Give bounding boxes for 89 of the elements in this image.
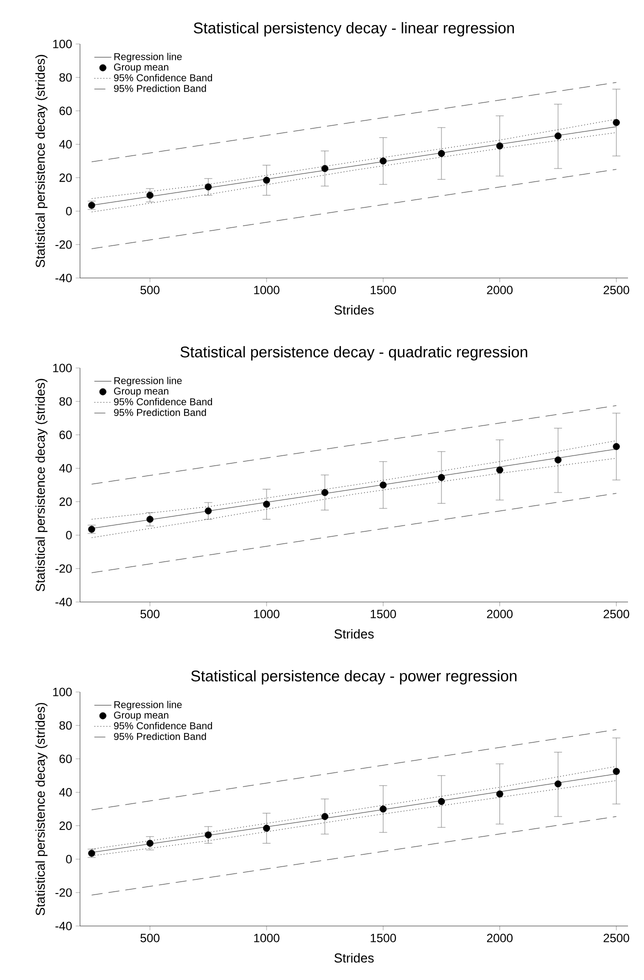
point: [612, 443, 620, 450]
legend-label: Group mean: [114, 64, 168, 73]
point: [204, 183, 212, 190]
y-tick-label: 100: [53, 364, 72, 372]
x-tick-label: 2500: [604, 286, 630, 294]
x-tick-label: 1500: [370, 286, 396, 294]
legend-label: Group mean: [114, 712, 168, 721]
legend-label: 95% Prediction Band: [114, 408, 206, 416]
point: [380, 157, 387, 164]
point: [146, 516, 154, 523]
x-tick-label: 2000: [487, 610, 513, 618]
x-tick-label: 1000: [254, 934, 280, 942]
point: [496, 142, 504, 150]
x-tick-label: 500: [140, 286, 160, 294]
y-tick-label: 20: [60, 821, 72, 830]
point: [438, 474, 445, 481]
x-tick-label: 500: [140, 610, 160, 618]
x-tick-label: 500: [140, 934, 160, 942]
y-tick-label: 20: [60, 497, 72, 506]
point: [204, 831, 212, 838]
x-tick-label: 1000: [254, 286, 280, 294]
x-axis-title: Strides: [334, 629, 374, 639]
line-series: [91, 458, 617, 538]
x-axis-title: Strides: [334, 305, 374, 315]
point: [263, 500, 270, 508]
y-tick-label: 60: [60, 754, 72, 764]
y-tick-label: 60: [60, 106, 72, 116]
y-tick-label: 80: [59, 397, 72, 406]
point: [146, 840, 154, 847]
y-tick-label: 40: [59, 140, 72, 148]
point: [438, 150, 445, 157]
point: [321, 165, 328, 172]
y-tick-label: -20: [55, 240, 72, 249]
point: [146, 192, 154, 199]
point: [554, 456, 562, 464]
y-tick-label: 100: [53, 688, 72, 696]
y-tick-label: -20: [55, 888, 72, 897]
point: [554, 780, 562, 788]
point: [496, 790, 504, 798]
y-tick-label: -20: [55, 564, 72, 573]
y-tick-label: 80: [59, 73, 72, 82]
legend-label: 95% Confidence Band: [114, 398, 212, 406]
y-axis-title: Statistical persistence decay (strides): [35, 702, 48, 916]
y-tick-label: 80: [59, 721, 72, 730]
y-tick-label: 0: [66, 206, 72, 216]
point: [380, 806, 387, 812]
point: [321, 813, 328, 820]
chart-title: Statistical persistency decay - linear regression: [194, 22, 514, 36]
point: [204, 507, 212, 514]
y-tick-label: -40: [55, 598, 72, 606]
y-tick-label: 0: [66, 854, 72, 864]
legend-label: 95% Confidence Band: [114, 74, 212, 82]
point: [380, 481, 387, 488]
y-axis-title: Statistical persistence decay (strides): [35, 378, 48, 592]
y-tick-label: 20: [60, 173, 72, 182]
y-tick-label: 40: [59, 788, 72, 797]
y-tick-label: 100: [53, 40, 72, 48]
x-tick-label: 2000: [487, 934, 513, 942]
x-tick-label: 1500: [370, 934, 396, 942]
y-tick-label: 60: [60, 430, 72, 440]
point: [321, 489, 328, 496]
legend-label: Group mean: [114, 388, 168, 397]
y-tick-label: -40: [55, 922, 72, 930]
line-series: [91, 440, 617, 520]
y-tick-label: 40: [59, 464, 72, 473]
chart-title: Statistical persistence decay - quadratic regression: [180, 346, 528, 360]
point: [612, 768, 620, 775]
legend-label: 95% Prediction Band: [114, 732, 206, 740]
y-tick-label: -40: [55, 274, 72, 282]
legend-label: Regression line: [114, 52, 182, 62]
point: [554, 132, 562, 140]
x-tick-label: 2000: [487, 286, 513, 294]
legend-label: 95% Prediction Band: [114, 84, 206, 92]
point: [612, 119, 620, 126]
x-tick-label: 1000: [254, 610, 280, 618]
y-axis-title: Statistical persistence decay (strides): [35, 54, 48, 268]
chart-title: Statistical persistence decay - power regression: [191, 670, 516, 684]
point: [263, 824, 270, 832]
point: [263, 176, 270, 184]
legend-label: Regression line: [114, 700, 182, 710]
x-tick-label: 1500: [370, 610, 396, 618]
y-tick-label: 0: [66, 530, 72, 540]
point: [496, 466, 504, 474]
x-tick-label: 2500: [604, 610, 630, 618]
legend-label: 95% Confidence Band: [114, 722, 212, 730]
point: [438, 798, 445, 805]
x-tick-label: 2500: [604, 934, 630, 942]
x-axis-title: Strides: [334, 953, 374, 963]
legend-label: Regression line: [114, 376, 182, 386]
